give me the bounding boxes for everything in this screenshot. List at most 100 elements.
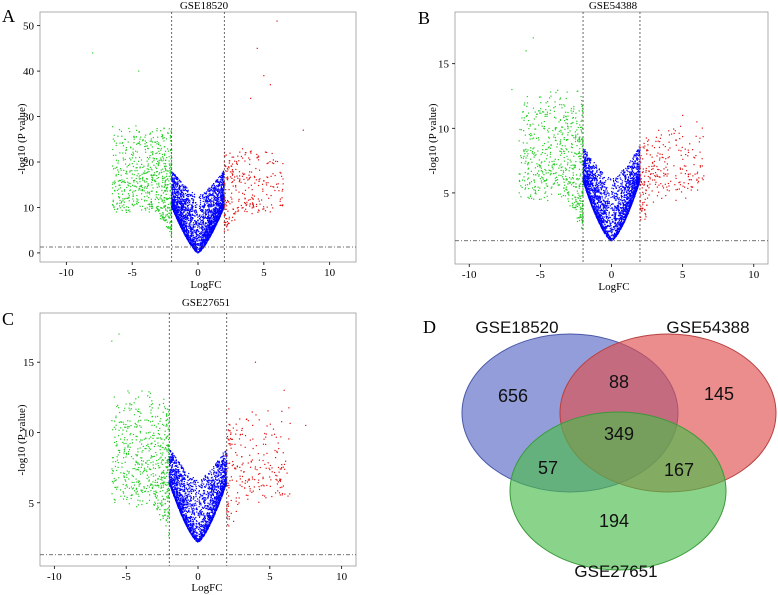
nonsig-point xyxy=(181,205,183,208)
down-point xyxy=(158,184,160,186)
down-point xyxy=(558,184,561,186)
y-tick-label: 50 xyxy=(23,21,35,33)
down-point xyxy=(554,127,556,129)
nonsig-point xyxy=(221,182,223,184)
down-point xyxy=(150,138,152,140)
nonsig-point xyxy=(211,194,214,196)
nonsig-point xyxy=(212,211,214,213)
nonsig-point xyxy=(631,171,633,173)
nonsig-point xyxy=(187,226,190,228)
down-point xyxy=(125,172,127,175)
nonsig-point xyxy=(219,188,221,191)
down-point xyxy=(524,162,526,164)
nonsig-point xyxy=(200,238,202,240)
down-point xyxy=(558,130,560,132)
nonsig-point xyxy=(592,184,594,187)
nonsig-point xyxy=(194,202,197,204)
nonsig-point xyxy=(620,187,622,190)
nonsig-point xyxy=(173,177,175,179)
down-point xyxy=(166,173,168,175)
nonsig-point xyxy=(212,205,214,207)
down-point xyxy=(557,133,559,135)
down-point xyxy=(581,215,584,217)
nonsig-point xyxy=(203,233,205,235)
nonsig-point xyxy=(205,222,208,224)
nonsig-point xyxy=(206,226,208,228)
down-point xyxy=(151,184,153,186)
up-point xyxy=(235,184,237,187)
up-point xyxy=(228,189,230,191)
down-point xyxy=(540,102,542,104)
nonsig-point xyxy=(584,158,586,160)
down-point xyxy=(164,190,166,193)
nonsig-point xyxy=(589,190,591,192)
nonsig-point xyxy=(180,199,182,201)
nonsig-point xyxy=(203,224,205,226)
nonsig-point xyxy=(209,218,211,220)
nonsig-point xyxy=(202,205,204,207)
nonsig-point xyxy=(209,190,211,192)
nonsig-point xyxy=(215,216,217,218)
down-point xyxy=(120,169,122,171)
nonsig-point xyxy=(184,216,186,218)
nonsig-point xyxy=(187,214,189,217)
up-point xyxy=(251,212,253,215)
nonsig-point xyxy=(172,205,175,208)
nonsig-point xyxy=(619,185,622,187)
up-point xyxy=(250,184,252,186)
down-point xyxy=(153,174,155,176)
nonsig-point xyxy=(202,222,205,224)
down-point xyxy=(574,164,576,167)
nonsig-point xyxy=(599,184,601,186)
nonsig-point xyxy=(194,243,196,245)
nonsig-point xyxy=(598,199,600,202)
nonsig-point xyxy=(174,213,176,216)
down-point xyxy=(525,160,527,162)
nonsig-point xyxy=(204,239,207,241)
nonsig-point xyxy=(181,201,183,203)
nonsig-point xyxy=(187,231,190,233)
up-point xyxy=(252,198,254,200)
down-point xyxy=(581,195,583,197)
nonsig-point xyxy=(190,208,192,211)
down-point xyxy=(579,206,581,208)
down-point xyxy=(581,202,583,205)
down-point xyxy=(561,126,563,128)
nonsig-point xyxy=(178,218,180,221)
down-point xyxy=(155,166,157,168)
down-point xyxy=(576,139,579,141)
nonsig-point xyxy=(214,211,216,213)
nonsig-point xyxy=(217,180,219,182)
nonsig-point xyxy=(190,237,192,240)
down-point xyxy=(572,203,574,205)
down-point xyxy=(580,208,582,210)
up-point xyxy=(231,181,233,184)
down-point xyxy=(139,166,141,168)
down-point xyxy=(567,198,569,200)
nonsig-point xyxy=(205,211,207,213)
down-point xyxy=(581,105,583,108)
nonsig-point xyxy=(183,223,185,225)
down-point xyxy=(151,203,153,206)
down-point xyxy=(563,190,566,192)
down-point xyxy=(571,112,573,114)
nonsig-point xyxy=(209,227,212,229)
down-point xyxy=(158,147,160,150)
up-point xyxy=(252,198,254,200)
down-point xyxy=(125,152,127,154)
up-point xyxy=(240,155,243,158)
nonsig-point xyxy=(185,203,187,205)
down-point xyxy=(148,191,151,193)
nonsig-point xyxy=(203,227,205,229)
down-point xyxy=(115,174,117,176)
down-point xyxy=(170,226,173,228)
down-point xyxy=(555,127,558,129)
nonsig-point xyxy=(180,225,182,227)
nonsig-point xyxy=(607,178,609,180)
nonsig-point xyxy=(205,196,207,198)
down-point xyxy=(163,162,165,165)
nonsig-point xyxy=(189,243,191,245)
nonsig-point xyxy=(191,232,193,234)
nonsig-point xyxy=(623,192,625,194)
nonsig-point xyxy=(638,168,641,170)
